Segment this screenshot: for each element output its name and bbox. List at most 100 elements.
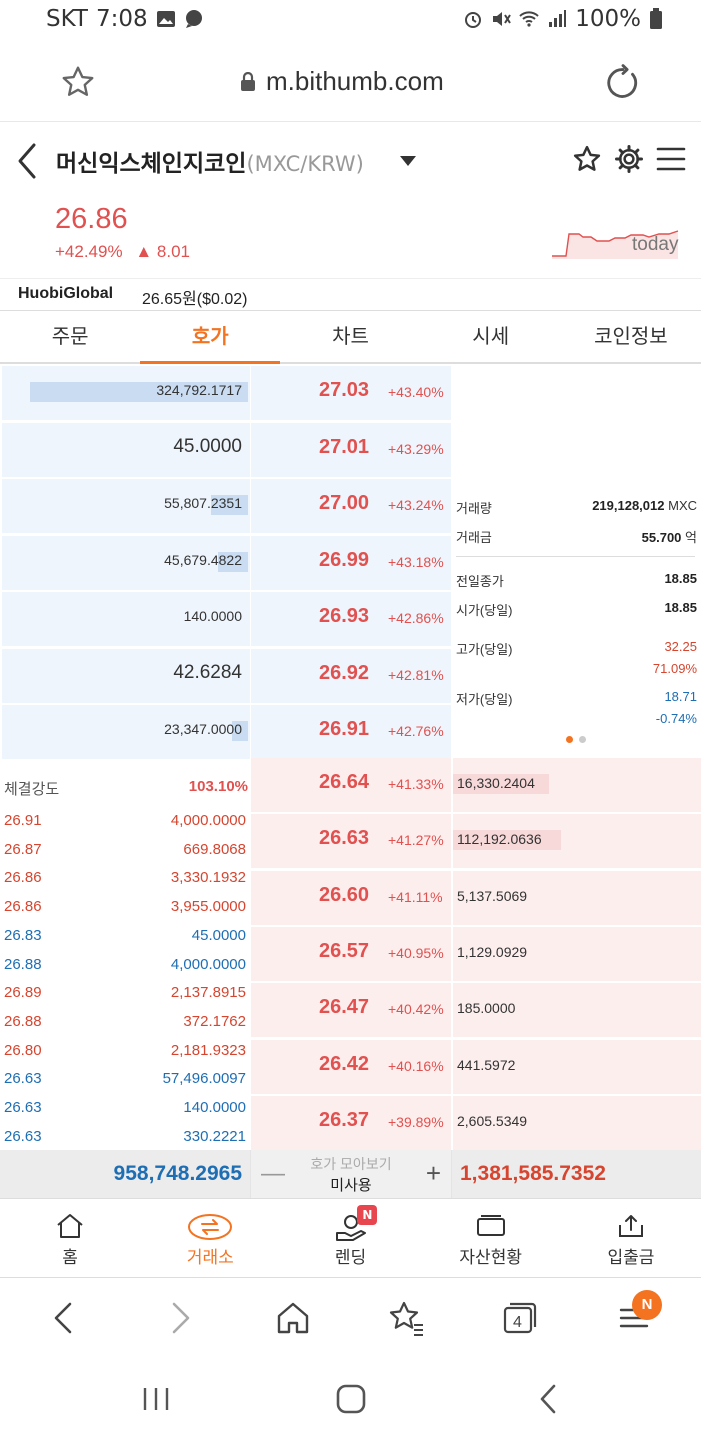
ask-row[interactable]: 55,807.2351 27.00 +43.24%	[0, 479, 451, 534]
browser-back-icon[interactable]	[44, 1298, 84, 1338]
clock: 7:08	[95, 6, 148, 32]
trade-price: 26.86	[4, 869, 42, 887]
android-back-icon[interactable]	[534, 1382, 562, 1416]
plus-icon[interactable]: +	[425, 1158, 441, 1188]
aggregate-value[interactable]: 미사용	[330, 1177, 372, 1194]
page-indicator[interactable]	[566, 736, 586, 743]
bid-pct: +40.42%	[388, 1001, 444, 1018]
browser-bookmarks-icon[interactable]	[386, 1298, 426, 1338]
bid-pct: +40.95%	[388, 944, 444, 961]
tab-chart[interactable]: 차트	[332, 324, 369, 348]
coin-title[interactable]: 머신익스체인지코인(MXC/KRW)	[56, 144, 364, 178]
ask-qty-cell: 23,347.0000	[2, 705, 250, 759]
bottom-navigation: 홈 거래소 N 렌딩 자산현황 입출금	[0, 1198, 701, 1278]
android-home-icon[interactable]	[334, 1382, 368, 1416]
nav-assets[interactable]: 자산현황	[421, 1199, 561, 1277]
nav-exchange-label: 거래소	[186, 1248, 234, 1268]
ask-price: 27.03	[319, 379, 370, 401]
info-divider	[456, 556, 695, 557]
coin-name: 머신익스체인지코인	[56, 151, 247, 177]
bid-price: 26.47	[319, 996, 370, 1019]
nav-lending[interactable]: N 렌딩	[280, 1199, 420, 1277]
bid-pct: +41.27%	[388, 832, 444, 849]
ask-row[interactable]: 140.0000 26.93 +42.86%	[0, 592, 451, 647]
high-pct: 71.09%	[652, 661, 697, 676]
bid-price-cell: 26.64 +41.33%	[251, 758, 451, 812]
bid-row[interactable]: 26.47 +40.42% 185.0000	[251, 983, 701, 1038]
prev-close-label: 전일종가	[456, 574, 504, 589]
ask-row[interactable]: 42.6284 26.92 +42.81%	[0, 648, 451, 704]
bid-row[interactable]: 26.64 +41.33% 16,330.2404	[251, 758, 701, 813]
ask-row[interactable]: 45.0000 27.01 +43.29%	[0, 422, 451, 478]
high-value: 32.25	[664, 639, 697, 654]
bid-price-cell: 26.60 +41.11%	[251, 870, 451, 925]
bid-row[interactable]: 26.42 +40.16% 441.5972	[251, 1039, 701, 1095]
bid-row[interactable]: 26.37 +39.89% 2,605.5349	[251, 1095, 701, 1151]
trade-price: 26.87	[4, 840, 42, 858]
bid-row[interactable]: 26.57 +40.95% 1,129.0929	[251, 926, 701, 982]
ask-qty-cell: 55,807.2351	[2, 479, 250, 533]
back-arrow-icon[interactable]	[16, 142, 38, 180]
bid-qty-cell: 441.5972	[453, 1039, 701, 1094]
prev-close-row: 전일종가 18.85	[456, 571, 697, 590]
recent-apps-icon[interactable]	[140, 1384, 172, 1414]
bid-row[interactable]: 26.63 +41.27% 112,192.0636	[251, 814, 701, 869]
low-label: 저가(당일)	[456, 692, 513, 707]
trade-price: 26.86	[4, 898, 42, 916]
ask-pct: +42.76%	[388, 723, 444, 739]
tab-orderbook[interactable]: 호가	[140, 312, 281, 364]
trade-qty: 2,181.9323	[170, 1041, 246, 1059]
bid-qty: 441.5972	[457, 1056, 516, 1073]
minus-icon[interactable]: —	[261, 1160, 285, 1187]
bookmark-star-icon[interactable]	[60, 64, 96, 100]
open-row: 시가(당일) 18.85	[456, 600, 697, 619]
browser-home-icon[interactable]	[273, 1298, 313, 1338]
browser-forward-icon[interactable]	[160, 1298, 200, 1338]
tab-coin-info[interactable]: 코인정보	[594, 324, 668, 348]
lock-icon	[241, 71, 255, 91]
bid-total: 1,381,585.7352	[460, 1162, 606, 1185]
browser-toolbar: 4	[0, 1278, 701, 1360]
reference-price-row: HuobiGlobal 26.65원($0.02)	[0, 278, 701, 311]
nav-home-label: 홈	[62, 1248, 78, 1268]
exchange-icon	[188, 1214, 233, 1240]
ask-price-cell: 26.92 +42.81%	[251, 648, 451, 703]
ask-volume-bar	[211, 495, 248, 515]
trade-price: 26.88	[4, 955, 42, 973]
chart-today-label: today	[632, 234, 679, 255]
url-field[interactable]: m.bithumb.com	[240, 66, 444, 97]
nav-home[interactable]: 홈	[0, 1199, 140, 1277]
browser-tabs-button[interactable]: 4	[500, 1298, 540, 1338]
favorite-star-icon[interactable]	[572, 144, 602, 174]
bid-price: 26.60	[319, 883, 370, 906]
ask-row[interactable]: 45,679.4822 26.99 +43.18%	[0, 535, 451, 591]
market-info-panel: 거래량 219,128,012 MXC 거래금 55.700 억 전일종가 18…	[452, 366, 701, 756]
strength-label: 체결강도	[4, 781, 60, 798]
browser-url-bar: m.bithumb.com	[0, 44, 701, 122]
coin-header: 머신익스체인지코인(MXC/KRW)	[0, 122, 701, 196]
tab-order[interactable]: 주문	[51, 324, 89, 348]
browser-tabs-icon	[503, 1302, 537, 1334]
nav-exchange[interactable]: 거래소	[140, 1199, 280, 1277]
page-dot	[579, 736, 586, 743]
today-mini-chart[interactable]	[550, 220, 688, 262]
ask-price: 27.00	[319, 492, 370, 514]
bid-qty-cell: 16,330.2404	[453, 758, 701, 812]
trade-price: 26.83	[4, 926, 42, 944]
ask-row[interactable]: 23,347.0000 26.91 +42.76%	[0, 705, 451, 760]
bid-price-cell: 26.47 +40.42%	[251, 983, 451, 1038]
nav-deposit-withdraw[interactable]: 입출금	[561, 1199, 701, 1277]
settings-gear-icon[interactable]	[614, 144, 644, 174]
bid-row[interactable]: 26.60 +41.11% 5,137.5069	[251, 870, 701, 926]
tab-market[interactable]: 시세	[472, 324, 510, 348]
reload-icon[interactable]	[604, 64, 642, 102]
hamburger-menu-icon[interactable]	[656, 146, 686, 172]
ask-qty: 45,679.4822	[164, 551, 242, 568]
amount-label: 거래금	[456, 530, 492, 545]
caret-down-icon[interactable]	[398, 154, 418, 168]
coin-pair: (MXC/KRW)	[246, 152, 364, 176]
ask-qty: 324,792.1717	[156, 382, 242, 398]
bid-pct: +41.33%	[388, 776, 444, 792]
ask-price: 26.99	[319, 548, 370, 571]
ask-row[interactable]: 324,792.1717 27.03 +43.40%	[0, 366, 451, 421]
